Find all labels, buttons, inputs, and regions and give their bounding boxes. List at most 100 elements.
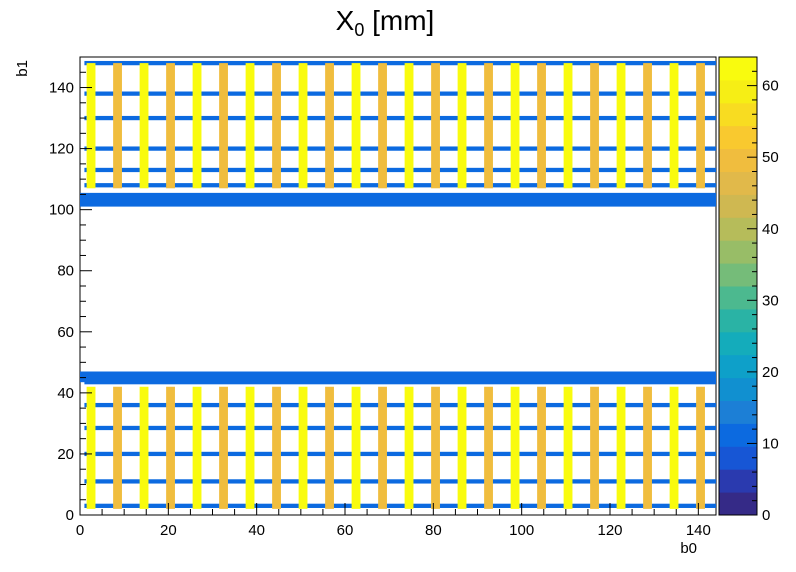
heatmap-line — [84, 380, 716, 385]
heatmap-column — [616, 386, 626, 509]
heatmap-column — [166, 386, 175, 509]
heatmap-column — [86, 386, 96, 509]
color-scale-segment — [719, 423, 757, 447]
heatmap-column — [192, 63, 202, 189]
heatmap-column — [457, 386, 467, 509]
color-scale-segment — [719, 446, 757, 470]
heatmap-line — [84, 451, 716, 457]
heatmap-column — [219, 386, 228, 509]
color-scale-segment — [719, 102, 757, 127]
z-tick-label: 30 — [762, 292, 779, 309]
heatmap-column — [669, 386, 679, 509]
heatmap-column — [325, 63, 334, 189]
color-scale-segment — [719, 125, 757, 150]
heatmap-column — [139, 386, 149, 509]
heatmap-column — [139, 63, 149, 189]
heatmap-column — [457, 63, 467, 189]
heatmap-line — [84, 167, 716, 173]
y-tick-label: 40 — [57, 385, 74, 402]
y-tick-label: 140 — [49, 80, 74, 97]
heatmap-column — [351, 386, 361, 509]
heatmap-column — [696, 63, 705, 189]
x-tick-label: 100 — [509, 522, 534, 539]
heatmap-column — [378, 63, 387, 189]
x-tick-label: 0 — [76, 522, 84, 539]
y-tick-label: 100 — [49, 202, 74, 219]
heatmap-band — [80, 192, 716, 207]
heatmap-column — [86, 63, 96, 189]
y-tick-label: 80 — [57, 263, 74, 280]
heatmap-cells — [80, 60, 716, 509]
heatmap-column — [537, 386, 546, 509]
heatmap-column — [192, 386, 202, 509]
x-tick-label: 120 — [597, 522, 622, 539]
heatmap-line — [84, 91, 716, 96]
heatmap-line — [84, 425, 716, 431]
color-scale-segment — [719, 469, 757, 493]
heatmap-column — [351, 63, 361, 189]
z-tick-label: 0 — [762, 507, 770, 524]
heatmap-column — [484, 63, 493, 189]
color-scale-segment — [719, 286, 757, 310]
heatmap-line — [84, 60, 716, 66]
heatmap-column — [590, 63, 599, 189]
heatmap-column — [643, 63, 652, 189]
heatmap-column — [696, 386, 705, 509]
chart-title: X0 [mm] — [336, 5, 435, 40]
heatmap-column — [166, 63, 175, 189]
color-scale-segment — [719, 400, 757, 424]
z-tick-label: 20 — [762, 364, 779, 381]
heatmap-column — [245, 63, 255, 189]
x-axis: 0 20 40 60 80 100 120 140 — [76, 503, 711, 539]
color-scale-segment — [719, 263, 757, 287]
heatmap-column — [669, 63, 679, 189]
color-scale-segment — [719, 194, 757, 218]
z-tick-label: 10 — [762, 435, 779, 452]
z-tick-label: 60 — [762, 78, 779, 95]
heatmap-line — [84, 503, 716, 508]
heatmap-column — [404, 63, 414, 189]
heatmap-line — [84, 183, 716, 188]
color-scale-segment — [719, 148, 757, 172]
color-scale-segment — [719, 217, 757, 241]
y-tick-label: 20 — [57, 446, 74, 463]
y-tick-label: 120 — [49, 141, 74, 158]
heatmap-column — [510, 63, 520, 189]
color-scale-segment — [719, 492, 757, 516]
x-tick-label: 80 — [425, 522, 442, 539]
heatmap-column — [298, 63, 308, 189]
x-tick-label: 140 — [686, 522, 711, 539]
x-axis-label: b0 — [680, 540, 697, 557]
heatmap-column — [113, 63, 122, 189]
heatmap-column — [245, 386, 255, 509]
plot-area — [79, 56, 717, 516]
heatmap-column — [113, 386, 122, 509]
heatmap-column — [643, 386, 652, 509]
x-tick-label: 20 — [160, 522, 177, 539]
color-scale-segment — [719, 308, 757, 333]
color-scale-bar: 0 10 20 30 40 50 60 — [718, 56, 779, 524]
y-tick-label: 0 — [66, 507, 74, 524]
heatmap-column — [272, 386, 281, 509]
color-scale-segment — [719, 79, 757, 104]
heatmap-column — [404, 386, 414, 509]
color-scale-segment — [719, 171, 757, 195]
heatmap-column — [563, 63, 573, 189]
heatmap-line — [84, 146, 716, 151]
y-axis: 0 20 40 60 80 100 120 140 — [49, 56, 92, 524]
plot-background — [80, 57, 716, 515]
heatmap-column — [484, 386, 493, 509]
heatmap-column — [272, 63, 281, 189]
heatmap-line — [84, 479, 716, 484]
color-scale-segment — [719, 240, 757, 264]
color-scale-segment — [719, 57, 757, 81]
heatmap-column — [431, 386, 440, 509]
color-scale-segment — [719, 354, 757, 379]
color-scale-segment — [719, 331, 757, 356]
heatmap-column — [219, 63, 228, 189]
heatmap-column — [378, 386, 387, 509]
heatmap-column — [616, 63, 626, 189]
heatmap-line — [84, 402, 716, 408]
heatmap-column — [590, 386, 599, 509]
